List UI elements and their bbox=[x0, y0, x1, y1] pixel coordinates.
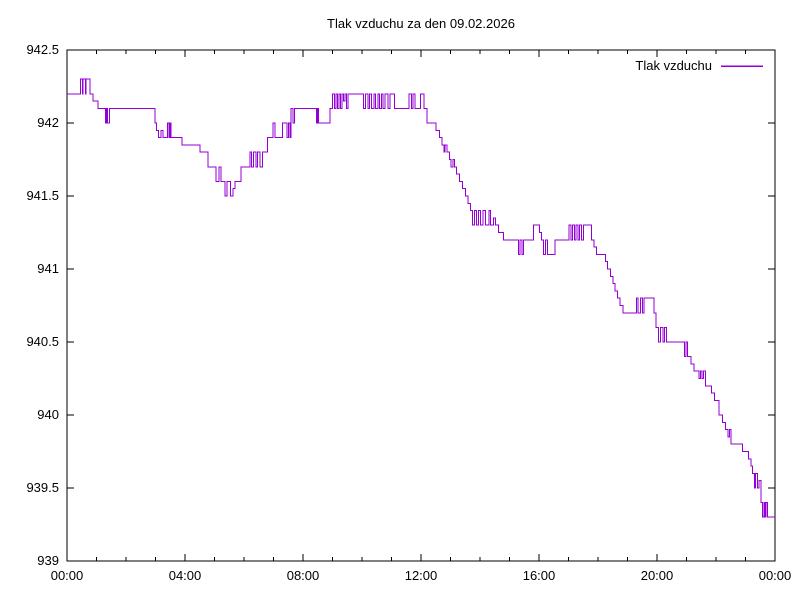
x-tick-label: 00:00 bbox=[758, 568, 792, 583]
y-tick-label: 940 bbox=[37, 407, 59, 422]
y-tick-label: 939 bbox=[37, 553, 59, 568]
x-tick-label: 16:00 bbox=[522, 568, 556, 583]
x-tick-label: 04:00 bbox=[168, 568, 202, 583]
x-tick-label: 08:00 bbox=[286, 568, 320, 583]
y-tick-label: 941 bbox=[37, 261, 59, 276]
legend-series-label: Tlak vzduchu bbox=[635, 58, 712, 73]
x-tick-label: 12:00 bbox=[404, 568, 438, 583]
y-tick-label: 942 bbox=[37, 115, 59, 130]
x-tick-label: 00:00 bbox=[50, 568, 84, 583]
pressure-series-line bbox=[67, 78, 775, 518]
x-tick-label: 20:00 bbox=[640, 568, 674, 583]
y-tick-label: 942.5 bbox=[26, 42, 59, 57]
plot-border bbox=[66, 49, 776, 562]
y-tick-label: 941.5 bbox=[26, 188, 59, 203]
chart-title: Tlak vzduchu za den 09.02.2026 bbox=[327, 16, 515, 31]
y-tick-label: 939.5 bbox=[26, 480, 59, 495]
y-tick-label: 940.5 bbox=[26, 334, 59, 349]
